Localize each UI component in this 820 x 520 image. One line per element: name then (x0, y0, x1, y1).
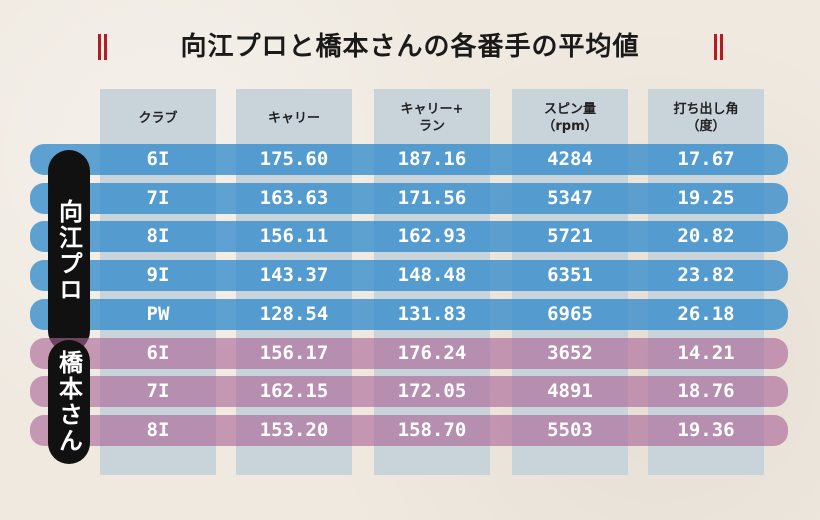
group-label-text: 向江プロ (54, 198, 83, 303)
group-label-text: 橋本さん (54, 349, 83, 454)
title-mark-right (714, 34, 717, 60)
table-cell: 5721 (547, 225, 593, 248)
table-cell: 153.20 (259, 418, 329, 441)
group-label: 向江プロ (48, 150, 90, 352)
table-cell: 162.15 (259, 380, 329, 403)
table-row (30, 337, 788, 369)
table-cell: 19.36 (677, 418, 735, 441)
table-cell: 8I (146, 225, 170, 248)
table-cell: 7I (146, 380, 170, 403)
title-mark-left (98, 34, 101, 60)
table-cell: 6965 (547, 302, 593, 325)
table-row (30, 298, 788, 330)
table-cell: 5347 (547, 186, 593, 209)
table-row (30, 182, 788, 214)
table-cell: 162.93 (397, 225, 467, 248)
column-header: スピン量 （rpm） (542, 102, 598, 134)
table-cell: 17.67 (677, 148, 735, 170)
table-cell: 175.60 (259, 148, 329, 170)
table-row (30, 376, 788, 408)
column-header: 打ち出し角 （度） (673, 102, 739, 134)
table-cell: 6351 (547, 264, 593, 287)
table-cell: 4284 (547, 148, 593, 170)
column-header: キャリー (267, 110, 320, 126)
table-cell: 158.70 (397, 418, 467, 441)
table-cell: 14.21 (677, 341, 735, 364)
table-cell: 171.56 (397, 186, 467, 209)
table-cell: 8I (146, 418, 170, 441)
column-header: クラブ (138, 110, 178, 126)
table-cell: 131.83 (397, 302, 467, 325)
group-label: 橋本さん (48, 339, 90, 464)
table-cell: 156.17 (259, 341, 329, 364)
table-row (30, 414, 788, 446)
table-cell: 148.48 (397, 264, 467, 287)
table-cell: 176.24 (397, 341, 467, 364)
table-cell: 9I (146, 264, 170, 287)
title-mark-right (720, 34, 723, 60)
table-cell: 128.54 (259, 302, 329, 325)
title-area: 向江プロと橋本さんの各番手の平均値 (0, 22, 820, 72)
table-cell: 3652 (547, 341, 593, 364)
table-cell: PW (146, 302, 170, 325)
table-cell: 172.05 (397, 380, 467, 403)
page-title: 向江プロと橋本さんの各番手の平均値 (180, 32, 640, 62)
table-row (30, 260, 788, 292)
table-cell: 7I (146, 186, 170, 209)
table-cell: 19.25 (677, 186, 735, 209)
column-header: キャリー+ ラン (400, 102, 464, 134)
table-cell: 20.82 (677, 225, 735, 248)
table-cell: 4891 (547, 380, 593, 403)
table-cell: 187.16 (397, 148, 467, 170)
table-cell: 23.82 (677, 264, 735, 287)
table-cell: 26.18 (677, 302, 735, 325)
table-cell: 5503 (547, 418, 593, 441)
table-cell: 6I (146, 148, 170, 170)
table-cell: 18.76 (677, 380, 735, 403)
title-mark-left (104, 34, 107, 60)
table-row (30, 221, 788, 253)
table-cell: 143.37 (259, 264, 329, 287)
table-row (30, 144, 788, 175)
table-cell: 156.11 (259, 225, 329, 248)
table-cell: 163.63 (259, 186, 329, 209)
table-cell: 6I (146, 341, 170, 364)
